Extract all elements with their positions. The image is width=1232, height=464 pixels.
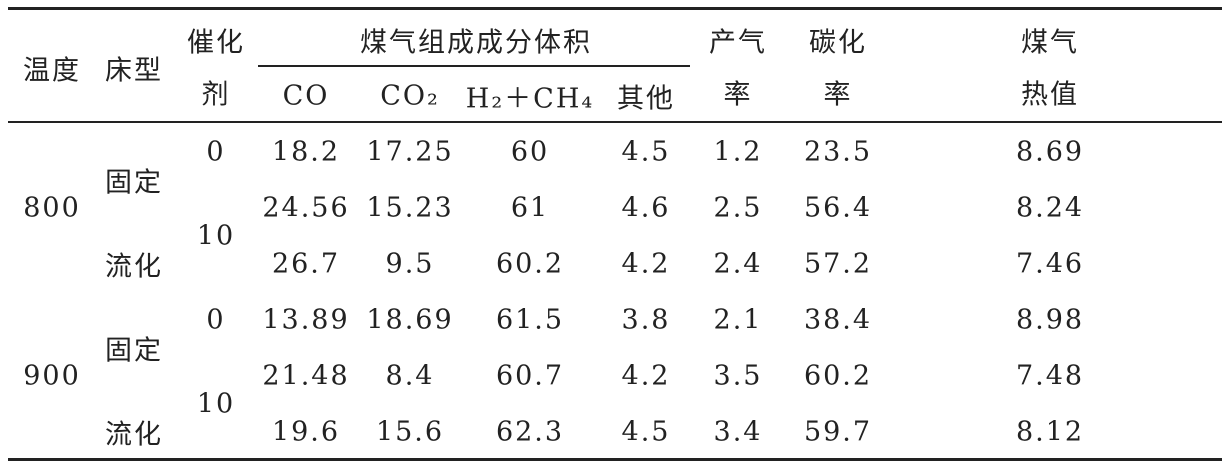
- data-cell: 9.5: [385, 248, 435, 280]
- data-cell: 8.69: [1015, 136, 1085, 168]
- temperature-cell: 900: [23, 360, 81, 392]
- data-cell: 61: [510, 192, 550, 224]
- data-cell: 60.7: [495, 360, 565, 392]
- data-cell: 18.2: [271, 136, 341, 168]
- header-cell: 热值: [1021, 79, 1079, 111]
- data-cell: 13.89: [262, 304, 350, 336]
- bed-type-cell: 流化: [105, 251, 163, 283]
- data-cell: 15.6: [375, 416, 445, 448]
- subheader-cell: 其他: [617, 83, 675, 115]
- data-cell: 4.6: [621, 192, 671, 224]
- data-cell: 3.5: [713, 360, 763, 392]
- catalyst-cell: 0: [206, 304, 226, 336]
- data-cell: 4.5: [621, 416, 671, 448]
- header-cell: 碳化: [809, 27, 867, 59]
- data-cell: 17.25: [366, 136, 454, 168]
- data-cell: 18.69: [366, 304, 454, 336]
- catalyst-cell: 10: [196, 220, 236, 252]
- header-cell: 催化: [187, 27, 245, 59]
- header-cell: 温度: [23, 55, 81, 87]
- data-cell: 3.8: [621, 304, 671, 336]
- bed-type-cell: 固定: [105, 167, 163, 199]
- data-cell: 4.5: [621, 136, 671, 168]
- data-cell: 38.4: [803, 304, 873, 336]
- catalyst-cell: 0: [206, 136, 226, 168]
- group-rule: [258, 65, 690, 67]
- header-rule: [8, 121, 1222, 123]
- header-cell: 率: [823, 79, 853, 111]
- data-cell: 26.7: [271, 248, 341, 280]
- data-cell: 8.4: [385, 360, 435, 392]
- header-cell: 煤气: [1021, 27, 1079, 59]
- header-cell: 剂: [201, 79, 231, 111]
- data-cell: 21.48: [262, 360, 350, 392]
- subheader-cell: CO: [282, 80, 330, 112]
- data-cell: 24.56: [262, 192, 350, 224]
- catalyst-cell: 10: [196, 388, 236, 420]
- top-rule: [8, 7, 1222, 10]
- data-cell: 1.2: [713, 136, 763, 168]
- data-cell: 57.2: [803, 248, 873, 280]
- subheader-cell: H₂＋CH₄: [465, 83, 595, 115]
- data-cell: 7.48: [1015, 360, 1085, 392]
- data-cell: 56.4: [803, 192, 873, 224]
- data-cell: 59.7: [803, 416, 873, 448]
- data-cell: 23.5: [803, 136, 873, 168]
- header-cell: 床型: [105, 55, 163, 87]
- data-cell: 2.4: [713, 248, 763, 280]
- data-cell: 60: [510, 136, 550, 168]
- data-cell: 4.2: [621, 360, 671, 392]
- data-cell: 7.46: [1015, 248, 1085, 280]
- bed-type-cell: 固定: [105, 335, 163, 367]
- bottom-rule: [8, 458, 1222, 461]
- header-cell: 率: [723, 79, 753, 111]
- data-cell: 4.2: [621, 248, 671, 280]
- bed-type-cell: 流化: [105, 419, 163, 451]
- header-cell: 煤气组成成分体积: [360, 27, 592, 59]
- data-cell: 15.23: [366, 192, 454, 224]
- data-cell: 19.6: [271, 416, 341, 448]
- data-cell: 3.4: [713, 416, 763, 448]
- data-cell: 60.2: [803, 360, 873, 392]
- data-cell: 61.5: [495, 304, 565, 336]
- header-cell: 产气: [709, 27, 767, 59]
- data-cell: 62.3: [495, 416, 565, 448]
- data-cell: 2.5: [713, 192, 763, 224]
- data-cell: 2.1: [713, 304, 763, 336]
- data-cell: 8.12: [1015, 416, 1085, 448]
- data-cell: 60.2: [495, 248, 565, 280]
- data-cell: 8.98: [1015, 304, 1085, 336]
- subheader-cell: CO₂: [380, 80, 440, 112]
- data-cell: 8.24: [1015, 192, 1085, 224]
- temperature-cell: 800: [23, 192, 81, 224]
